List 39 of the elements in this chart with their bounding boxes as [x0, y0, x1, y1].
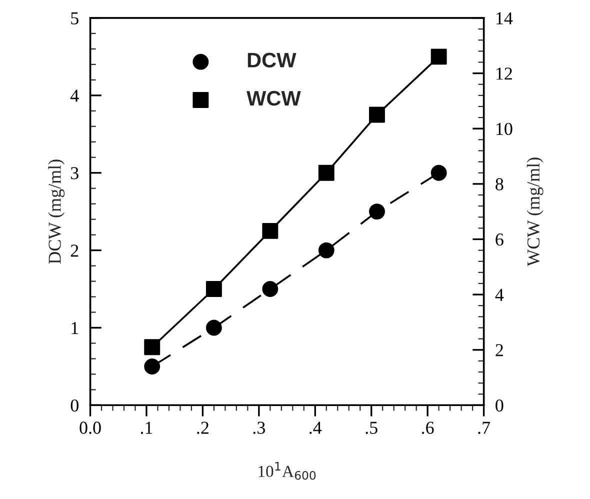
y2-tick-label: 12 — [496, 68, 512, 80]
x-tick-label: 0.0 — [80, 422, 101, 434]
point — [369, 106, 385, 123]
y-tick-label: 1 — [72, 322, 78, 334]
y-tick-label: 2 — [70, 244, 78, 257]
x-axis-title: 10$^{1}$A$_{600}$ — [258, 462, 316, 480]
point — [144, 339, 160, 356]
y-tick-label: 0 — [70, 399, 78, 412]
point — [318, 242, 334, 258]
point — [206, 281, 222, 297]
point — [206, 320, 222, 336]
y-tick-label: 3 — [70, 167, 78, 180]
point — [369, 204, 385, 220]
y2-tick-label: 10 — [496, 122, 512, 136]
point — [430, 164, 447, 181]
point — [144, 358, 160, 374]
y2-axis-title: WCW (mg/ml) — [526, 158, 544, 266]
point — [262, 281, 278, 297]
y2-tick-label: 2 — [496, 344, 503, 356]
y2-tick-label: 14 — [496, 12, 513, 24]
x-tick-label: .5 — [366, 422, 378, 434]
point — [262, 222, 278, 239]
y2-tick-label: 8 — [496, 178, 504, 190]
legend-label: WCW — [246, 90, 301, 106]
x-tick-label: .2 — [197, 422, 208, 434]
y-tick-label: 4 — [70, 90, 79, 102]
y-tick-label: 5 — [71, 12, 78, 24]
legend-label: DCW — [248, 52, 296, 68]
y2-tick-label: 0 — [496, 399, 504, 412]
x-tick-label: .1 — [140, 422, 152, 434]
x-tick-label: .6 — [422, 422, 434, 434]
y2-tick-label: 6 — [496, 234, 504, 246]
x-tick-label: .7 — [478, 422, 490, 434]
y2-tick-label: 4 — [495, 288, 504, 301]
x-tick-label: .3 — [253, 422, 265, 434]
point — [430, 48, 447, 65]
point — [318, 164, 334, 181]
x-tick-label: .4 — [310, 422, 322, 434]
y-axis-title: DCW (mg/ml) — [48, 160, 65, 264]
